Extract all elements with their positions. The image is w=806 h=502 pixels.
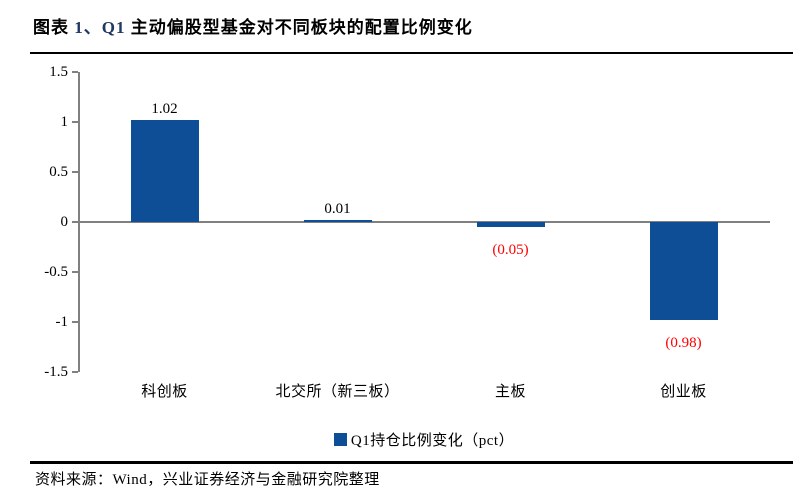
x-axis-category-label: 北交所（新三板）	[275, 384, 400, 400]
bar-value-label: (0.98)	[665, 335, 702, 351]
y-axis-tick-label: 0	[60, 214, 69, 230]
title-divider-line	[30, 52, 793, 54]
bar	[649, 222, 718, 320]
bar	[130, 120, 199, 222]
y-axis-tick-label: -1	[55, 314, 69, 330]
bar-value-label: 1.02	[151, 101, 178, 117]
y-axis-tick-label: 0.5	[49, 164, 68, 180]
y-axis-tick	[72, 121, 78, 123]
y-axis-tick-label: -0.5	[44, 264, 68, 280]
figure-title: 图表 1、Q1 主动偏股型基金对不同板块的配置比例变化	[33, 13, 473, 38]
figure-title-prefix: 图表	[33, 18, 75, 37]
y-axis-tick-label: 1.5	[49, 64, 68, 80]
y-axis-tick	[72, 71, 78, 73]
bar	[476, 222, 545, 227]
x-axis-category-label: 主板	[494, 384, 526, 400]
y-axis-tick	[72, 371, 78, 373]
source-note: 资料来源：Wind，兴业证券经济与金融研究院整理	[35, 472, 380, 488]
figure-title-number: 1、Q1	[74, 18, 126, 37]
y-axis-tick-label: -1.5	[44, 364, 68, 380]
y-axis-tick	[72, 271, 78, 273]
legend-color-swatch	[333, 433, 347, 446]
x-axis-category-label: 科创板	[141, 384, 188, 400]
y-axis-tick	[72, 321, 78, 323]
x-axis-line	[78, 221, 770, 223]
bar-value-label: 0.01	[324, 201, 351, 217]
y-axis-tick	[72, 221, 78, 223]
figure-title-text: 主动偏股型基金对不同板块的配置比例变化	[125, 18, 473, 37]
y-axis-tick-label: 1	[60, 114, 69, 130]
source-divider-line	[30, 461, 793, 464]
chart-legend: Q1持仓比例变化（pct）	[78, 429, 770, 450]
y-axis-tick	[72, 171, 78, 173]
bar-value-label: (0.05)	[492, 242, 529, 258]
x-axis-category-label: 创业板	[660, 384, 707, 400]
bar	[303, 220, 372, 222]
legend-label: Q1持仓比例变化（pct）	[350, 433, 515, 449]
